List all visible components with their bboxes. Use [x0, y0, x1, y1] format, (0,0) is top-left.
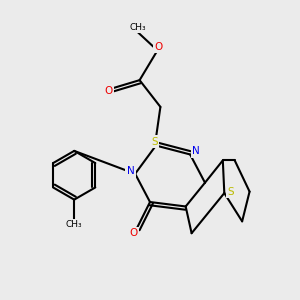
Text: S: S [227, 187, 234, 196]
Text: N: N [192, 146, 200, 157]
Text: O: O [130, 228, 138, 238]
Text: O: O [155, 42, 163, 52]
Text: S: S [151, 137, 158, 147]
Text: CH₃: CH₃ [130, 23, 146, 32]
Text: CH₃: CH₃ [66, 220, 82, 230]
Text: N: N [127, 167, 135, 176]
Text: O: O [104, 85, 112, 96]
